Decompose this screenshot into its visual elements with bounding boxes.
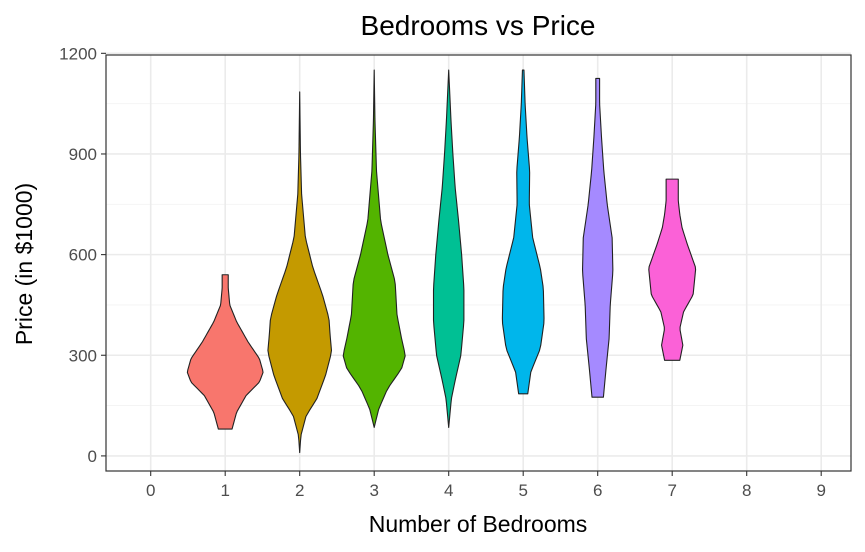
- violin-bedrooms-3: [342, 69, 406, 428]
- x-tick-label: 8: [742, 481, 751, 500]
- violin-bedrooms-6: [581, 77, 614, 398]
- y-tick-label: 900: [69, 145, 97, 164]
- violin-bedrooms-1: [186, 274, 264, 430]
- x-tick-label: 2: [295, 481, 304, 500]
- x-tick-label: 0: [146, 481, 155, 500]
- violin-bedrooms-5: [501, 69, 545, 395]
- violin-plots: [186, 69, 697, 454]
- chart-title: Bedrooms vs Price: [361, 10, 596, 41]
- axis-ticks: 0 300 600 900 1200 0 1 2 3 4 5 6 7 8 9: [59, 44, 826, 500]
- y-tick-label: 1200: [59, 44, 97, 63]
- x-tick-label: 7: [667, 481, 676, 500]
- violin-bedrooms-7: [648, 178, 697, 361]
- x-axis-title: Number of Bedrooms: [369, 511, 588, 537]
- violin-bedrooms-4: [432, 69, 465, 428]
- y-tick-label: 600: [69, 246, 97, 265]
- plot-panel: [105, 54, 852, 472]
- x-tick-label: 3: [369, 481, 378, 500]
- y-tick-label: 300: [69, 346, 97, 365]
- x-tick-label: 1: [220, 481, 229, 500]
- violin-bedrooms-2: [267, 91, 333, 454]
- x-tick-label: 6: [593, 481, 602, 500]
- x-tick-label: 4: [444, 481, 453, 500]
- y-tick-label: 0: [88, 447, 97, 466]
- x-tick-label: 5: [518, 481, 527, 500]
- x-tick-label: 9: [816, 481, 825, 500]
- y-axis-title: Price (in $1000): [11, 183, 37, 345]
